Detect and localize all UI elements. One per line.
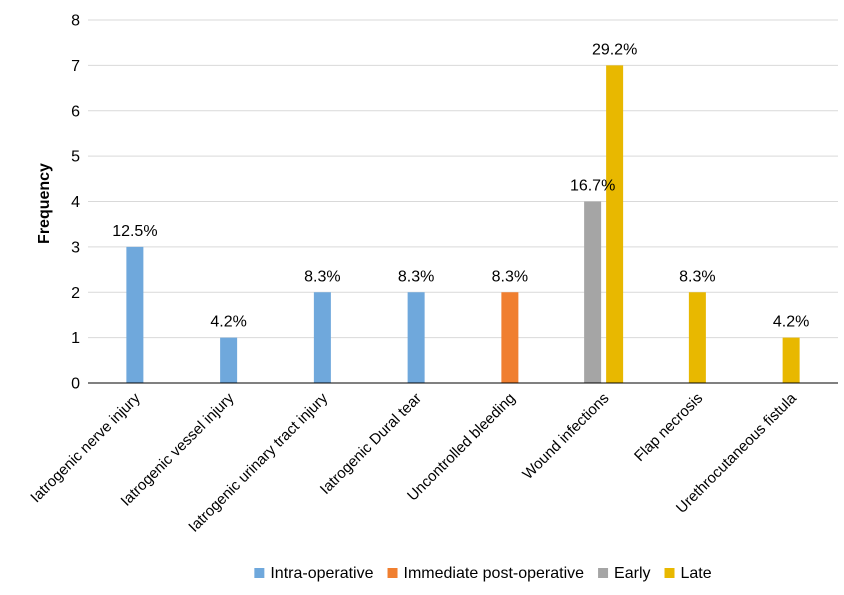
x-tick-label: Uncontrolled bleeding — [404, 390, 519, 505]
bar-late-wound-infections — [606, 65, 624, 383]
legend-label: Early — [614, 565, 650, 582]
gridlines — [88, 19, 838, 339]
legend-swatch — [254, 568, 265, 578]
y-tick-label: 1 — [71, 330, 80, 347]
bar-intra-operative-iatrogenic-nerve-injury — [126, 246, 144, 383]
data-labels: 12.5% 4.2% 8.3% 8.3% 8.3% 16.7% 29.2% 8.3% 4.2% — [112, 41, 809, 330]
bars — [126, 65, 800, 383]
bar-intra-operative-iatrogenic-dural-tear — [407, 292, 425, 383]
y-tick-label: 8 — [71, 13, 80, 30]
data-label: 4.2% — [773, 314, 809, 331]
legend-swatch — [664, 568, 675, 578]
legend-label: Immediate post-operative — [404, 565, 585, 582]
data-label: 8.3% — [304, 268, 340, 285]
data-label: 16.7% — [570, 178, 615, 195]
legend-item-immediate-post-operative: Immediate post-operative — [387, 565, 585, 582]
y-tick-label: 3 — [71, 239, 80, 256]
y-axis-title: Frequency — [36, 163, 53, 244]
data-label: 8.3% — [492, 268, 528, 285]
bar-immediate-post-operative-uncontrolled-bleeding — [501, 292, 519, 383]
x-tick-label: Wound infections — [519, 390, 612, 483]
data-label: 4.2% — [210, 314, 246, 331]
y-tick-label: 5 — [71, 149, 80, 166]
y-tick-label: 2 — [71, 285, 80, 302]
legend-item-late: Late — [664, 565, 712, 582]
data-label: 8.3% — [679, 268, 715, 285]
y-tick-label: 6 — [71, 103, 80, 120]
bar-intra-operative-iatrogenic-vessel-injury — [220, 337, 238, 383]
legend: Intra-operative Immediate post-operative E… — [254, 565, 712, 582]
legend-item-intra-operative: Intra-operative — [254, 565, 374, 582]
y-tick-label: 4 — [71, 194, 80, 211]
data-label: 8.3% — [398, 268, 434, 285]
y-tick-label: 0 — [71, 376, 80, 393]
legend-label: Intra-operative — [270, 565, 373, 582]
x-tick-label: Iatrogenic Dural tear — [317, 390, 425, 498]
bar-early-wound-infections — [584, 201, 602, 383]
bar-intra-operative-iatrogenic-urinary-tract-injury — [313, 292, 331, 383]
bar-late-urethrocutaneous-fistula — [782, 337, 800, 383]
data-label: 29.2% — [592, 41, 637, 58]
bar-late-flap-necrosis — [688, 292, 706, 383]
legend-swatch — [387, 568, 398, 578]
y-tick-label: 7 — [71, 58, 80, 75]
legend-item-early: Early — [598, 565, 651, 582]
legend-swatch — [598, 568, 609, 578]
data-label: 12.5% — [112, 223, 157, 240]
x-tick-label: Flap necrosis — [631, 390, 706, 465]
legend-label: Late — [681, 565, 712, 582]
